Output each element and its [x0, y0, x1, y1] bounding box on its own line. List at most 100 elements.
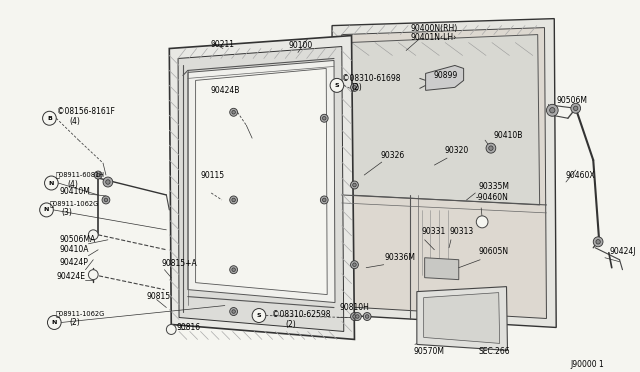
- Circle shape: [40, 203, 53, 217]
- Text: 90506M: 90506M: [556, 96, 588, 105]
- Text: 90336M: 90336M: [385, 253, 416, 262]
- Text: 90211: 90211: [210, 40, 234, 49]
- Circle shape: [232, 110, 236, 114]
- Circle shape: [104, 198, 108, 202]
- Circle shape: [88, 270, 98, 280]
- Text: 90424E: 90424E: [56, 272, 85, 281]
- Text: (4): (4): [69, 117, 80, 126]
- Polygon shape: [188, 61, 335, 302]
- Text: 90410A: 90410A: [59, 245, 89, 254]
- Text: S: S: [335, 83, 339, 88]
- Text: 90326: 90326: [381, 151, 405, 160]
- Circle shape: [97, 173, 100, 177]
- Circle shape: [230, 196, 237, 204]
- Text: (2): (2): [351, 83, 362, 92]
- Circle shape: [356, 315, 359, 318]
- Text: (4): (4): [67, 180, 78, 189]
- Text: (2): (2): [69, 318, 79, 327]
- Circle shape: [550, 108, 555, 113]
- Text: (3): (3): [61, 208, 72, 217]
- Text: ⓝ08911-6081H: ⓝ08911-6081H: [55, 172, 104, 178]
- Text: 90400N(RH): 90400N(RH): [410, 24, 457, 33]
- Text: 90410B: 90410B: [494, 131, 524, 140]
- Polygon shape: [417, 286, 508, 350]
- Circle shape: [252, 308, 266, 323]
- Text: 90424J: 90424J: [610, 247, 636, 256]
- Text: 90115: 90115: [200, 170, 225, 180]
- Polygon shape: [178, 46, 344, 331]
- Circle shape: [573, 106, 578, 110]
- Text: 90899: 90899: [433, 71, 458, 80]
- Circle shape: [353, 312, 362, 321]
- Circle shape: [476, 216, 488, 228]
- Circle shape: [353, 263, 356, 266]
- Text: SEC.266: SEC.266: [478, 347, 510, 356]
- Text: J90000 1: J90000 1: [571, 360, 605, 369]
- Circle shape: [321, 196, 328, 204]
- Circle shape: [88, 230, 98, 240]
- Text: -90460N: -90460N: [476, 193, 508, 202]
- Circle shape: [230, 308, 237, 315]
- Circle shape: [232, 268, 236, 272]
- Circle shape: [43, 111, 56, 125]
- Text: ⓝ08911-1062G: ⓝ08911-1062G: [55, 310, 104, 317]
- Text: 90401N‹LH›: 90401N‹LH›: [410, 33, 456, 42]
- Circle shape: [106, 180, 110, 184]
- Text: 90815: 90815: [147, 292, 171, 301]
- Text: 90506MA: 90506MA: [59, 235, 95, 244]
- Polygon shape: [425, 258, 459, 280]
- Text: N: N: [49, 180, 54, 186]
- Circle shape: [102, 196, 110, 204]
- Circle shape: [323, 116, 326, 120]
- Circle shape: [489, 146, 493, 150]
- Circle shape: [166, 324, 176, 334]
- Text: S: S: [257, 313, 261, 318]
- Circle shape: [351, 181, 358, 189]
- Text: N: N: [44, 208, 49, 212]
- Circle shape: [321, 114, 328, 122]
- Text: 90331: 90331: [422, 227, 446, 236]
- Circle shape: [596, 240, 600, 244]
- Text: 90460X: 90460X: [566, 170, 596, 180]
- Circle shape: [47, 315, 61, 330]
- Circle shape: [94, 171, 102, 179]
- Polygon shape: [349, 35, 540, 205]
- Circle shape: [365, 315, 369, 318]
- Text: 90320: 90320: [444, 145, 468, 155]
- Circle shape: [571, 103, 580, 113]
- Text: 90313: 90313: [449, 227, 473, 236]
- Circle shape: [353, 183, 356, 187]
- Text: ©08310-62598: ©08310-62598: [271, 310, 330, 319]
- Circle shape: [232, 198, 236, 202]
- Circle shape: [353, 86, 356, 89]
- Circle shape: [230, 266, 237, 274]
- Circle shape: [351, 261, 358, 269]
- Text: B: B: [47, 116, 52, 121]
- Circle shape: [103, 177, 113, 187]
- Circle shape: [323, 198, 326, 202]
- Circle shape: [486, 143, 496, 153]
- Text: 90424B: 90424B: [210, 86, 239, 95]
- Circle shape: [232, 310, 236, 313]
- Polygon shape: [196, 68, 327, 295]
- Circle shape: [330, 78, 344, 92]
- Text: 90410M: 90410M: [59, 187, 90, 196]
- Text: 90815+A: 90815+A: [161, 259, 197, 268]
- Circle shape: [351, 312, 358, 321]
- Polygon shape: [342, 28, 547, 318]
- Text: 90335M: 90335M: [478, 182, 509, 190]
- Text: 90100: 90100: [288, 41, 312, 50]
- Circle shape: [364, 312, 371, 321]
- Text: (2): (2): [285, 320, 296, 329]
- Text: 90816: 90816: [176, 323, 200, 332]
- Text: ©08156-8161F: ©08156-8161F: [57, 107, 115, 116]
- Text: ©08310-61698: ©08310-61698: [342, 74, 400, 83]
- Circle shape: [45, 176, 58, 190]
- Text: 90605N: 90605N: [478, 247, 508, 256]
- Text: 90810H: 90810H: [340, 303, 370, 312]
- Circle shape: [351, 83, 358, 92]
- Circle shape: [593, 237, 603, 247]
- Polygon shape: [170, 36, 355, 339]
- Polygon shape: [424, 293, 500, 343]
- Text: ⓝ08911-1062G: ⓝ08911-1062G: [49, 201, 99, 207]
